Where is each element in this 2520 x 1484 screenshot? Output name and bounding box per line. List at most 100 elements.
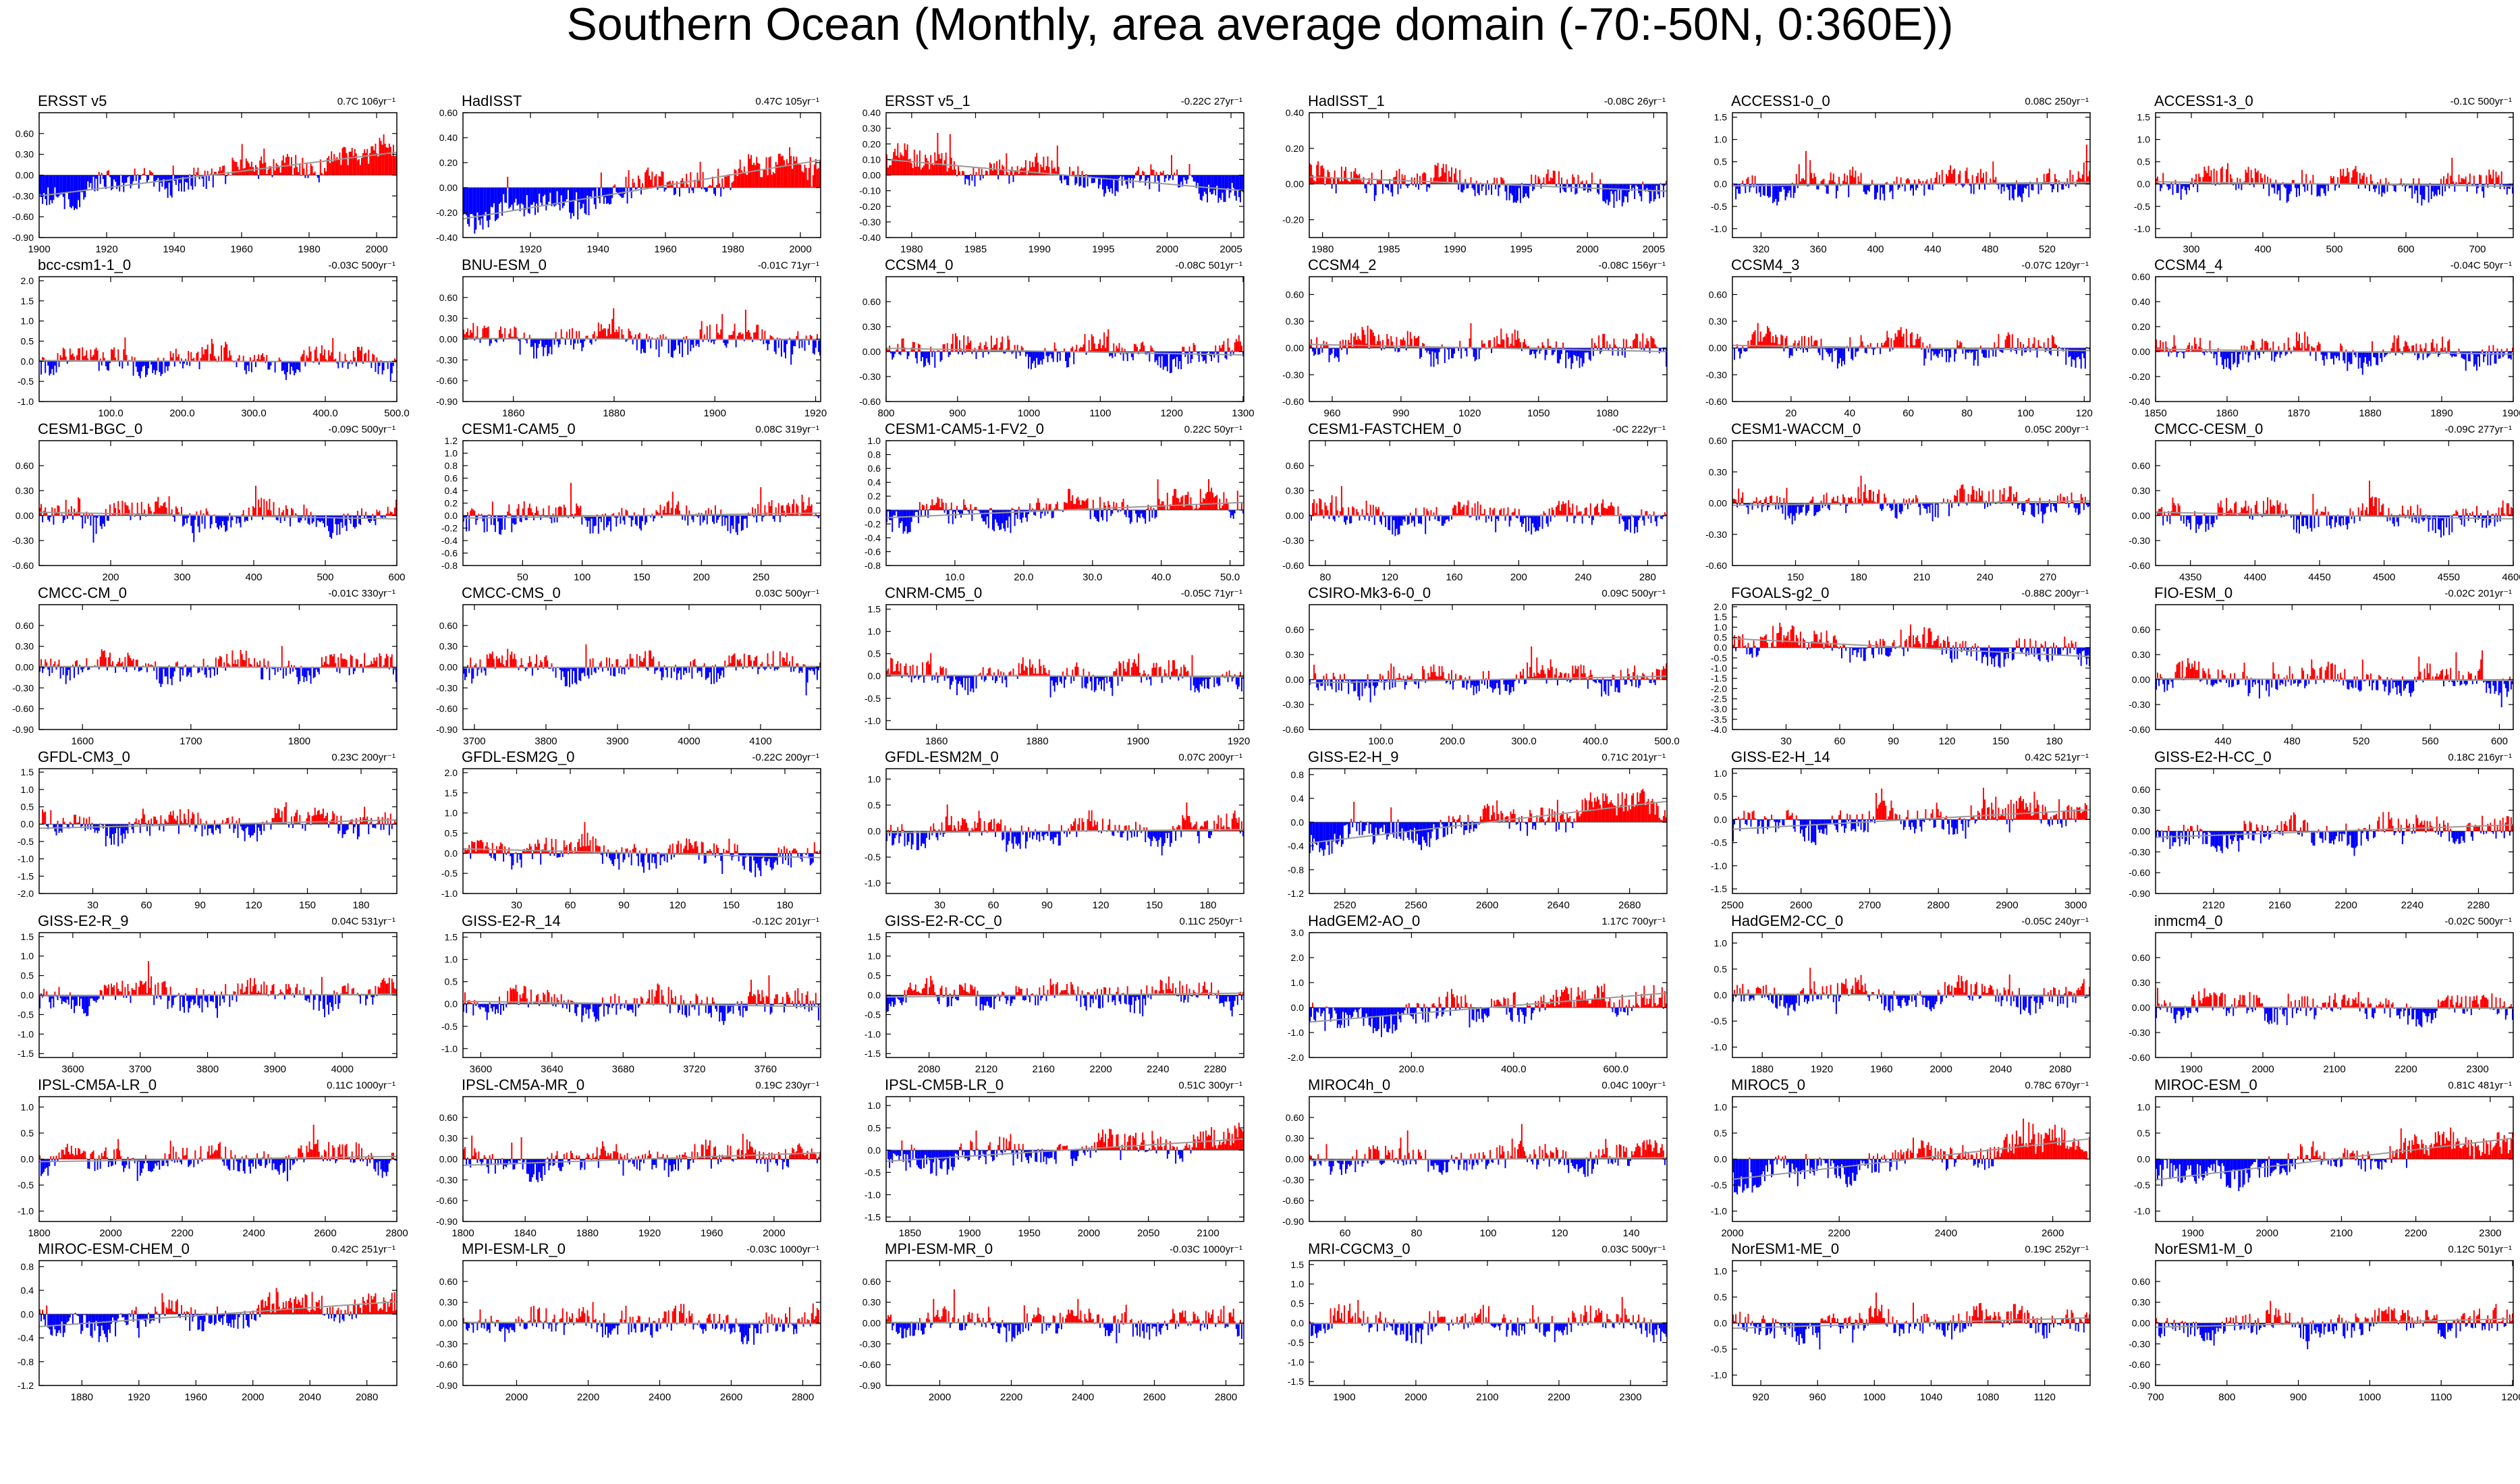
positive-anomaly-area	[467, 644, 821, 667]
trend-line	[2155, 678, 2514, 682]
trend-line	[38, 1155, 398, 1163]
x-tick-label: 1050	[1527, 408, 1550, 419]
y-tick-label: -0.60	[1705, 560, 1727, 571]
negative-anomaly-area	[1734, 348, 2090, 369]
y-tick-label: -0.2	[865, 518, 881, 529]
panel-27: GFDL-ESM2M_0 0.07C 200yr⁻¹ 1.0 0.5 0.0 -0.5 -1…	[865, 748, 1244, 911]
y-tick-label: 0.0	[445, 999, 458, 1010]
y-tick-label: -0.10	[859, 186, 881, 196]
panel-24: FIO-ESM_0 -0.02C 201yr⁻¹ 0.60 0.30 0.00 -0.30…	[2129, 584, 2514, 747]
x-tick-label: 30	[934, 900, 946, 911]
x-tick-label: 3720	[683, 1064, 705, 1075]
x-tick-label: 3900	[264, 1064, 286, 1075]
trend-line	[885, 674, 1244, 678]
x-tick-label: 3680	[612, 1064, 634, 1075]
x-tick-label: 2200	[2405, 1228, 2427, 1239]
negative-anomaly-area	[466, 1323, 821, 1345]
x-tick-label: 2005	[1220, 244, 1242, 255]
y-tick-label: 0.00	[1286, 510, 1304, 521]
y-tick-label: 0.8	[868, 449, 881, 460]
x-tick-label: 2100	[2330, 1228, 2353, 1239]
positive-anomaly-area	[39, 1288, 397, 1315]
x-tick-label: 1100	[1089, 408, 1111, 419]
trend-label: 0.51C 300yr⁻¹	[1178, 1080, 1242, 1091]
trend-label: 0.12C 501yr⁻¹	[2448, 1244, 2512, 1255]
negative-anomaly-area	[2164, 352, 2512, 375]
x-tick-label: 1880	[1026, 736, 1048, 747]
negative-anomaly-area	[466, 1159, 818, 1182]
y-tick-label: 0.0	[1714, 814, 1728, 825]
y-tick-label: 0.0	[2137, 1154, 2151, 1165]
plot-frame	[885, 440, 1244, 566]
y-tick-label: 0.5	[21, 1128, 34, 1138]
x-tick-label: 2400	[649, 1392, 671, 1403]
x-tick-label: 520	[2039, 244, 2056, 255]
plot-frame	[462, 440, 821, 566]
positive-anomaly-area	[1309, 161, 1667, 184]
y-tick-label: -0.5	[18, 376, 34, 387]
negative-anomaly-area	[39, 667, 397, 687]
y-tick-label: -0.30	[1705, 369, 1727, 380]
x-tick-label: 2200	[171, 1228, 193, 1239]
y-tick-label: -0.30	[436, 682, 458, 693]
panel-34: HadGEM2-AO_0 1.17C 700yr⁻¹ 3.0 2.0 1.0 0.0 -1.…	[1288, 912, 1668, 1075]
trend-label: -0.05C 71yr⁻¹	[1181, 588, 1242, 599]
x-tick-label: 1080	[1977, 1392, 1999, 1403]
y-tick-label: 0.40	[439, 132, 458, 143]
y-tick-label: -1.0	[1711, 223, 1727, 234]
x-tick-label: 210	[1913, 572, 1930, 583]
x-tick-label: 120	[1938, 736, 1955, 747]
panel-title: CESM1-CAM5-1-FV2_0	[885, 420, 1044, 437]
trend-label: -0.09C 500yr⁻¹	[328, 424, 395, 435]
panel-title: HadGEM2-AO_0	[1308, 912, 1420, 929]
x-tick-label: 3640	[541, 1064, 563, 1075]
x-tick-label: 2700	[1859, 900, 1881, 911]
x-tick-label: 500	[317, 572, 333, 583]
x-tick-label: 140	[1622, 1228, 1639, 1239]
plot-frame	[38, 1260, 398, 1386]
positive-anomaly-area	[40, 961, 397, 995]
x-tick-label: 2640	[1547, 900, 1569, 911]
x-tick-label: 2600	[1790, 900, 1812, 911]
x-tick-label: 150	[633, 572, 650, 583]
y-tick-label: -0.60	[436, 375, 458, 386]
x-tick-label: 2600	[314, 1228, 336, 1239]
y-tick-label: 0.00	[1286, 674, 1304, 685]
positive-anomaly-area	[40, 646, 393, 667]
y-tick-label: 0.00	[16, 170, 34, 181]
negative-anomaly-area	[1309, 680, 1656, 703]
y-tick-label: 0.40	[1286, 107, 1304, 118]
x-tick-label: 1000	[2359, 1392, 2381, 1403]
plot-frame	[1309, 112, 1668, 238]
y-tick-label: 0.5	[1714, 157, 1728, 167]
panel-title: MIROC-ESM-CHEM_0	[38, 1240, 190, 1257]
trend-line	[2155, 1006, 2514, 1010]
x-tick-label: 1860	[2216, 408, 2238, 419]
positive-anomaly-area	[39, 337, 397, 362]
x-tick-label: 120	[1551, 1228, 1568, 1239]
x-tick-label: 200	[693, 572, 710, 583]
positive-anomaly-area	[1732, 475, 2086, 503]
positive-anomaly-area	[463, 1302, 819, 1323]
panel-25: GFDL-CM3_0 0.23C 200yr⁻¹ 1.5 1.0 0.5 0.0 -0.5 -…	[18, 748, 398, 911]
y-tick-label: 1.5	[868, 604, 881, 615]
positive-anomaly-area	[39, 802, 397, 825]
x-tick-label: 440	[2214, 736, 2231, 747]
x-tick-label: 2200	[1089, 1064, 1112, 1075]
y-tick-label: -0.5	[865, 852, 881, 862]
y-tick-label: 0.0	[868, 671, 881, 682]
x-tick-label: 2160	[1033, 1064, 1055, 1075]
x-tick-label: 240	[1574, 572, 1591, 583]
x-tick-label: 960	[1809, 1392, 1826, 1403]
y-tick-label: -0.90	[2129, 1380, 2150, 1391]
panel-16: CESM1-FASTCHEM_0 -0C 222yr⁻¹ 0.60 0.30 0.00 -…	[1282, 420, 1668, 583]
y-tick-label: -0.30	[436, 1174, 458, 1185]
y-tick-label: -0.30	[859, 217, 881, 227]
x-tick-label: 1900	[704, 408, 726, 419]
positive-anomaly-area	[464, 975, 821, 1004]
y-tick-label: 0.0	[445, 510, 458, 521]
x-tick-label: 1120	[2034, 1392, 2056, 1403]
trend-label: 0.23C 200yr⁻¹	[331, 752, 395, 763]
negative-anomaly-area	[1309, 822, 1574, 856]
plot-frame	[1732, 112, 2091, 238]
